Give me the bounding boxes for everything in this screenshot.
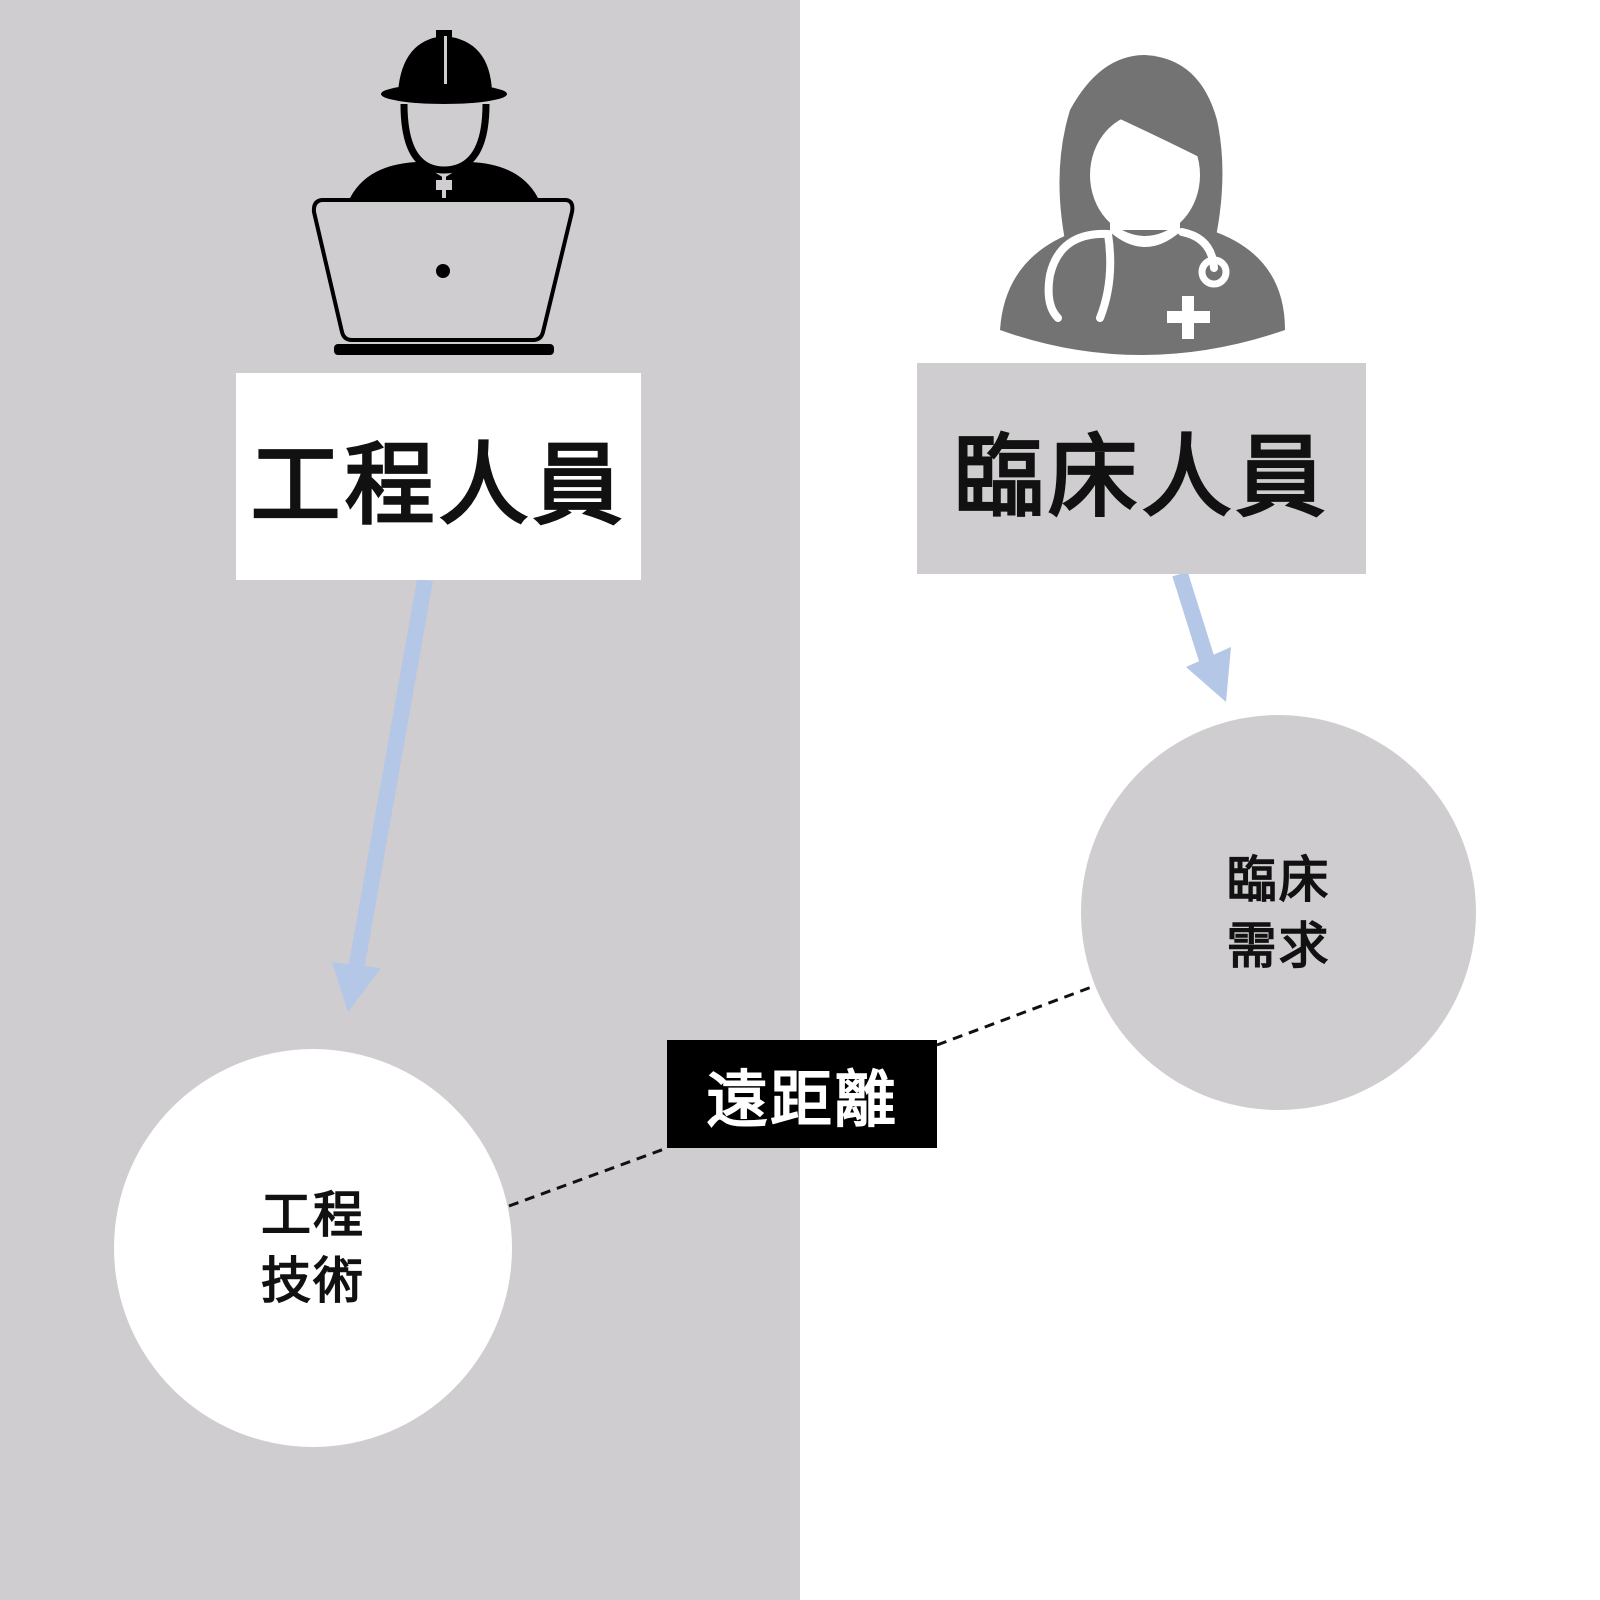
engineering-technology-node: 工程技術 xyxy=(114,1049,512,1447)
dashed-connector-left xyxy=(508,1146,668,1208)
engineer-label: 工程人員 xyxy=(236,373,641,580)
engineering-technology-text: 工程技術 xyxy=(261,1186,365,1310)
long-distance-label: 遠距離 xyxy=(667,1040,937,1148)
engineer-arrow xyxy=(332,578,433,1012)
clinician-arrow xyxy=(1172,571,1231,702)
engineer-with-laptop-icon xyxy=(311,30,575,355)
female-doctor-icon xyxy=(1000,55,1285,355)
clinician-label: 臨床人員 xyxy=(917,363,1366,574)
clinical-needs-node: 臨床需求 xyxy=(1081,715,1476,1110)
dashed-connector-right xyxy=(936,983,1098,1047)
clinical-needs-text: 臨床需求 xyxy=(1226,850,1331,975)
